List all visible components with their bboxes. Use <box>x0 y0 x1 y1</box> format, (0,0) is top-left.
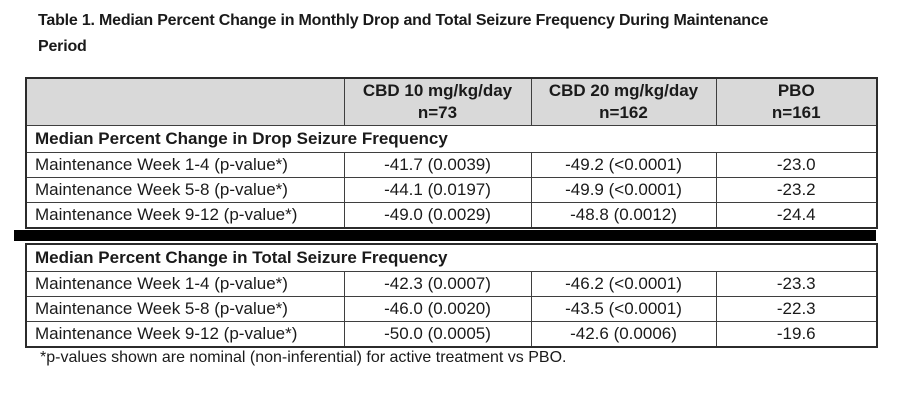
value-cell: -49.0 (0.0029) <box>343 202 532 229</box>
row-label: Maintenance Week 5-8 (p-value*) <box>25 296 345 322</box>
column-header-n: n=73 <box>417 103 458 122</box>
total-seizure-table: Median Percent Change in Total Seizure F… <box>25 243 878 348</box>
table-row: Maintenance Week 1-4 (p-value*) -42.3 (0… <box>25 271 878 297</box>
value-cell: -43.5 (<0.0001) <box>530 296 717 322</box>
table-title: Table 1. Median Percent Change in Monthl… <box>38 8 890 60</box>
table-row: Maintenance Week 9-12 (p-value*) -50.0 (… <box>25 321 878 348</box>
value-cell: -49.9 (<0.0001) <box>530 177 717 203</box>
value-cell: -23.3 <box>715 271 878 297</box>
table-row: Maintenance Week 5-8 (p-value*) -46.0 (0… <box>25 296 878 322</box>
column-header-row: CBD 10 mg/kg/day n=73 CBD 20 mg/kg/day n… <box>25 77 878 126</box>
column-header-n: n=161 <box>771 103 821 122</box>
row-label: Maintenance Week 9-12 (p-value*) <box>25 202 345 229</box>
footnote: *p-values shown are nominal (non-inferen… <box>40 349 567 366</box>
drop-seizure-table: CBD 10 mg/kg/day n=73 CBD 20 mg/kg/day n… <box>25 77 878 229</box>
row-label: Maintenance Week 1-4 (p-value*) <box>25 152 345 178</box>
value-cell: -19.6 <box>715 321 878 348</box>
value-cell: -42.3 (0.0007) <box>343 271 532 297</box>
black-divider-bar <box>14 230 876 241</box>
section-header-drop-seizure: Median Percent Change in Drop Seizure Fr… <box>25 125 878 153</box>
column-header-empty <box>25 77 345 126</box>
column-header-cbd10: CBD 10 mg/kg/day n=73 <box>343 77 532 126</box>
value-cell: -50.0 (0.0005) <box>343 321 532 348</box>
row-label: Maintenance Week 5-8 (p-value*) <box>25 177 345 203</box>
value-cell: -23.2 <box>715 177 878 203</box>
column-header-n: n=162 <box>599 103 648 122</box>
section-header-label: Median Percent Change in Drop Seizure Fr… <box>25 125 878 153</box>
value-cell: -49.2 (<0.0001) <box>530 152 717 178</box>
row-label: Maintenance Week 1-4 (p-value*) <box>25 271 345 297</box>
value-cell: -41.7 (0.0039) <box>343 152 532 178</box>
value-cell: -44.1 (0.0197) <box>343 177 532 203</box>
table-row: Maintenance Week 5-8 (p-value*) -44.1 (0… <box>25 177 878 203</box>
column-header-cbd20: CBD 20 mg/kg/day n=162 <box>530 77 717 126</box>
value-cell: -48.8 (0.0012) <box>530 202 717 229</box>
value-cell: -22.3 <box>715 296 878 322</box>
section-header-label: Median Percent Change in Total Seizure F… <box>25 243 878 272</box>
table-row: Maintenance Week 1-4 (p-value*) -41.7 (0… <box>25 152 878 178</box>
table-title-line1: Table 1. Median Percent Change in Monthl… <box>38 12 769 29</box>
row-label: Maintenance Week 9-12 (p-value*) <box>25 321 345 348</box>
value-cell: -42.6 (0.0006) <box>530 321 717 348</box>
value-cell: -46.2 (<0.0001) <box>530 271 717 297</box>
table-row: Maintenance Week 9-12 (p-value*) -49.0 (… <box>25 202 878 229</box>
section-header-total-seizure: Median Percent Change in Total Seizure F… <box>25 243 878 272</box>
column-header-pbo: PBO n=161 <box>715 77 878 126</box>
column-header-label: CBD 20 mg/kg/day <box>548 81 699 100</box>
value-cell: -46.0 (0.0020) <box>343 296 532 322</box>
column-header-label: PBO <box>777 81 815 100</box>
value-cell: -24.4 <box>715 202 878 229</box>
table-title-line2: Period <box>38 38 87 55</box>
column-header-label: CBD 10 mg/kg/day <box>362 81 513 100</box>
value-cell: -23.0 <box>715 152 878 178</box>
